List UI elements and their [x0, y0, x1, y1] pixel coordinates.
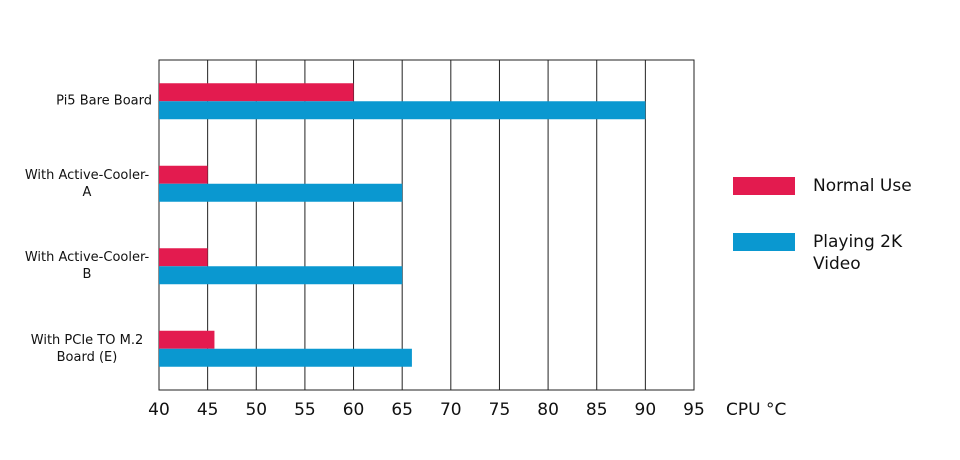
- y-tick-label: Pi5 Bare Board: [56, 93, 152, 109]
- x-tick-label: 70: [440, 400, 462, 420]
- plot-frame: [158, 59, 695, 391]
- x-tick-label: 45: [197, 400, 219, 420]
- x-tick-label: 85: [586, 400, 608, 420]
- bar: [159, 183, 403, 202]
- legend-label: Normal Use: [813, 176, 912, 196]
- y-tick-label: With PCIe TO M.2 Board (E): [30, 332, 144, 365]
- x-tick-label: 80: [537, 400, 559, 420]
- x-axis-label: CPU °C: [726, 400, 786, 420]
- x-tick-label: 55: [294, 400, 316, 420]
- legend-label: Playing 2K Video: [813, 232, 903, 274]
- bar: [159, 83, 354, 102]
- bar: [159, 330, 215, 349]
- legend-item: Normal Use: [733, 176, 923, 197]
- bar: [159, 248, 208, 267]
- bar: [159, 165, 208, 184]
- x-tick-label: 95: [683, 400, 705, 420]
- legend-item: Playing 2K Video: [733, 232, 923, 275]
- x-tick-label: 90: [635, 400, 657, 420]
- legend-swatch: [733, 233, 795, 251]
- x-tick-label: 65: [391, 400, 413, 420]
- bar: [159, 101, 646, 120]
- x-tick-label: 40: [148, 400, 170, 420]
- bar: [159, 266, 403, 285]
- y-tick-label: With Active-Cooler-A: [24, 167, 150, 200]
- x-tick-label: 75: [489, 400, 511, 420]
- x-tick-label: 60: [343, 400, 365, 420]
- x-tick-label: 50: [245, 400, 267, 420]
- legend-swatch: [733, 177, 795, 195]
- y-tick-label: With Active-Cooler-B: [24, 250, 150, 283]
- bar: [159, 348, 412, 367]
